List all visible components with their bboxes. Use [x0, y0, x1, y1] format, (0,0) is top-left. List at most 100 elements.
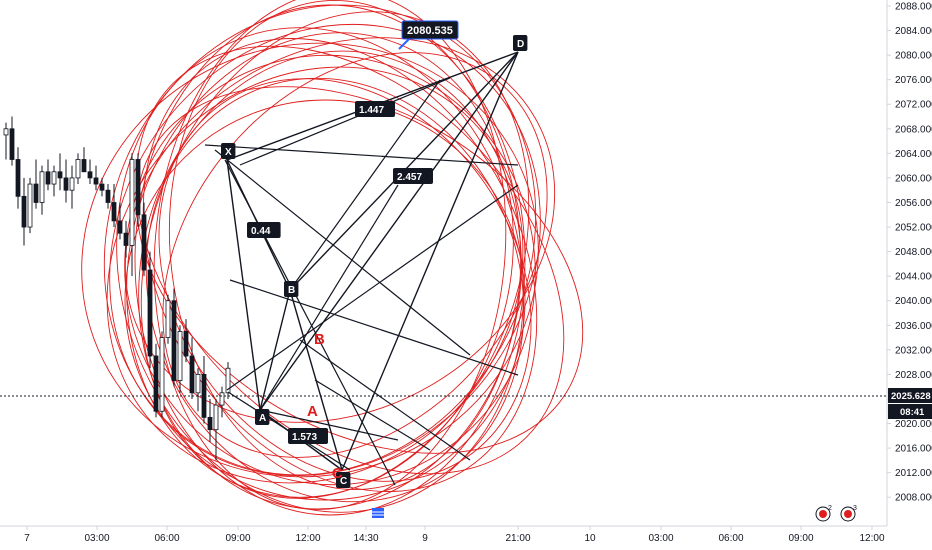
pattern-line	[341, 51, 519, 471]
time-tick-label: 21:00	[505, 533, 530, 544]
candle-body	[39, 171, 45, 203]
event-badge-1-count: 2	[828, 505, 832, 512]
time-axis[interactable]: 7 03:00 06:00 09:00 12:00 14:30 9 21:00 10 03:00 0…	[24, 526, 885, 544]
time-tick-label: 12:00	[859, 533, 884, 544]
red-pattern-label: C	[332, 465, 343, 482]
pattern-labels: 1.447 2.457 0.44 1.573 X A B C D A B C	[221, 35, 528, 488]
pattern-point-a: A	[259, 413, 266, 424]
pattern-point-d-box	[513, 35, 528, 51]
ratio-label-box	[393, 168, 433, 184]
countdown-label: 08:41	[900, 407, 925, 418]
pattern-line	[259, 409, 399, 441]
ratio-label: 2.457	[397, 172, 422, 183]
price-axis[interactable]: 2088.000 2084.000 2080.000 2076.000 2072.000…	[887, 2, 932, 504]
price-tick-label: 2056.000	[895, 198, 932, 209]
ratio-label-box	[288, 428, 328, 444]
candle-body	[225, 367, 231, 394]
candle-body	[63, 177, 69, 191]
price-label: 2080.535	[407, 25, 453, 37]
candle-body	[165, 300, 171, 338]
price-tick-label: 2072.000	[895, 100, 932, 111]
price-tick-label: 2012.000	[895, 468, 932, 479]
time-tick-label: 12:00	[295, 533, 320, 544]
candle-body	[87, 171, 93, 179]
harmonic-ellipse	[168, 0, 522, 490]
candle-body	[15, 159, 21, 197]
ratio-label-box	[355, 101, 395, 117]
event-badge-3[interactable]	[372, 508, 384, 518]
price-tick-label: 2052.000	[895, 223, 932, 234]
price-tick-label: 2068.000	[895, 124, 932, 135]
candle-body	[111, 202, 117, 222]
candle-body	[45, 171, 51, 185]
flag-icon	[372, 508, 384, 518]
time-tick-label: 03:00	[648, 533, 673, 544]
time-tick-label: 7	[24, 533, 30, 544]
red-pattern-label: B	[314, 331, 325, 348]
candle-body	[99, 183, 105, 191]
harmonic-ellipse	[124, 37, 556, 423]
countdown-box	[888, 404, 932, 419]
price-label-pointer	[398, 37, 411, 50]
pattern-line	[226, 184, 519, 391]
current-price-label: 2025.628	[891, 391, 931, 402]
ratio-label: 1.447	[359, 105, 384, 116]
candle-body	[51, 171, 57, 185]
time-tick-label: 09:00	[225, 533, 250, 544]
candlesticks	[3, 116, 231, 461]
ratio-label-box	[247, 222, 281, 238]
time-tick-label: 14:30	[353, 533, 378, 544]
red-pattern-label: A	[307, 403, 318, 420]
price-tick-label: 2060.000	[895, 173, 932, 184]
candle-body	[75, 159, 81, 179]
candle-body	[27, 183, 33, 228]
price-tick-label: 2080.000	[895, 51, 932, 62]
candle-body	[123, 232, 129, 246]
event-badge-1[interactable]: 2	[815, 505, 832, 522]
pattern-point-b-box	[284, 281, 299, 297]
harmonic-ellipse	[136, 86, 584, 454]
ratio-label: 1.573	[292, 432, 317, 443]
price-tick-label: 2048.000	[895, 247, 932, 258]
time-tick-label: 10	[584, 533, 596, 544]
ratio-label: 0.44	[251, 226, 271, 237]
price-tick-label: 2076.000	[895, 75, 932, 86]
price-label-box	[401, 20, 459, 40]
candle-body	[189, 355, 195, 394]
candle-body	[147, 269, 153, 357]
candle-body	[219, 392, 225, 406]
candle-body	[141, 214, 147, 271]
harmonic-ellipse	[124, 54, 536, 486]
harmonic-ellipse	[116, 27, 524, 513]
pattern-line	[289, 79, 441, 291]
pattern-line	[259, 184, 399, 411]
xabcd-pattern-lines	[204, 51, 519, 486]
price-tick-label: 2040.000	[895, 296, 932, 307]
candle-body	[57, 171, 63, 179]
candle-body	[213, 404, 219, 431]
candle-body	[207, 416, 213, 431]
candle-body	[129, 159, 135, 246]
event-badge-2[interactable]: 3	[840, 505, 857, 522]
pattern-line	[214, 149, 471, 356]
pattern-line	[299, 339, 471, 461]
candle-body	[177, 331, 183, 381]
event-badge-2-count: 3	[853, 505, 857, 512]
harmonic-ellipse	[124, 99, 526, 501]
pattern-line	[259, 51, 519, 411]
time-tick-label: 03:00	[84, 533, 109, 544]
price-tick-label: 2044.000	[895, 272, 932, 283]
candle-body	[9, 128, 15, 160]
time-tick-label: 06:00	[154, 533, 179, 544]
candle-body	[3, 128, 9, 136]
candle-body	[171, 300, 177, 381]
price-tick-label: 2020.000	[895, 419, 932, 430]
pattern-point-c-box	[336, 472, 351, 488]
candle-body	[195, 373, 201, 394]
candle-body	[105, 189, 111, 203]
candle-body	[153, 355, 159, 412]
pattern-line	[239, 77, 451, 166]
pattern-line	[229, 279, 519, 376]
pattern-point-b: B	[288, 285, 295, 296]
